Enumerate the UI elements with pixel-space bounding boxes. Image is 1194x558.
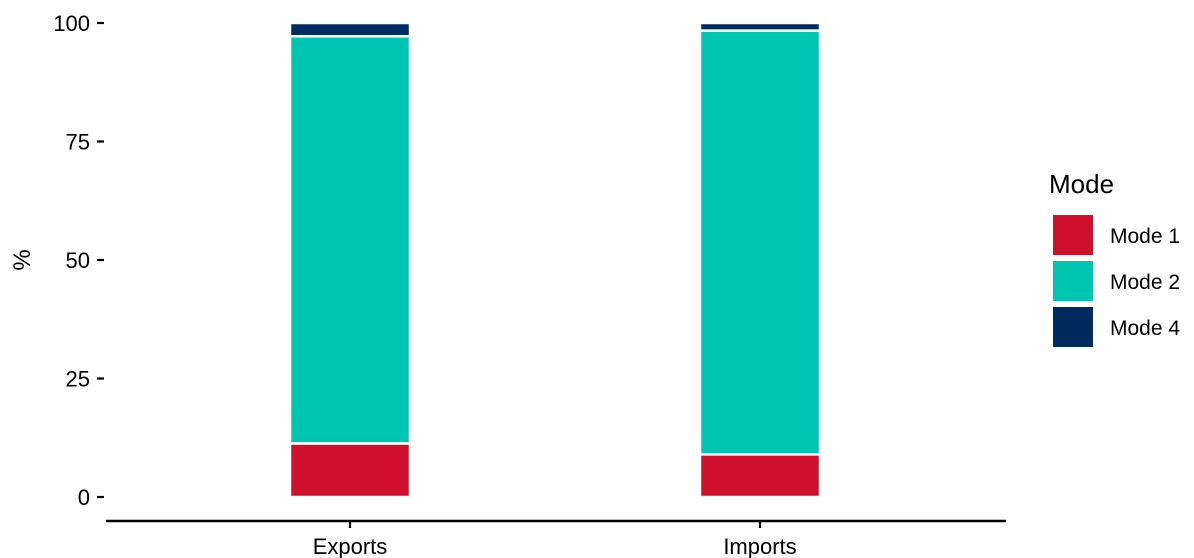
y-tick-label-100: 100: [53, 11, 90, 36]
legend-label-mode-4: Mode 4: [1110, 317, 1180, 340]
legend-swatch-mode-2: [1053, 261, 1093, 301]
y-tick-label-0: 0: [78, 485, 90, 510]
legend-swatch-mode-4: [1053, 307, 1093, 347]
x-tick-label-imports: Imports: [723, 534, 796, 558]
plot-area: [288, 21, 822, 499]
legend: Mode Mode 1 Mode 2 Mode 4: [1049, 169, 1180, 347]
y-axis: 0 25 50 75 100: [53, 11, 104, 510]
y-axis-title: %: [9, 249, 36, 270]
x-tick-label-exports: Exports: [313, 534, 388, 558]
y-tick-label-25: 25: [66, 367, 90, 392]
legend-label-mode-2: Mode 2: [1110, 271, 1180, 294]
y-tick-label-50: 50: [66, 248, 90, 273]
legend-swatch-mode-1: [1053, 215, 1093, 255]
bar-imports-mode-1: [698, 453, 822, 499]
bar-exports-mode-2: [288, 35, 412, 445]
bar-exports-mode-4: [288, 21, 412, 38]
bar-imports-mode-2: [698, 29, 822, 456]
bar-exports-mode-1: [288, 442, 412, 499]
bar-imports-mode-4: [698, 21, 822, 32]
legend-label-mode-1: Mode 1: [1110, 225, 1180, 248]
legend-title: Mode: [1049, 169, 1114, 199]
y-tick-label-75: 75: [66, 130, 90, 155]
x-axis: Exports Imports: [106, 519, 1006, 558]
